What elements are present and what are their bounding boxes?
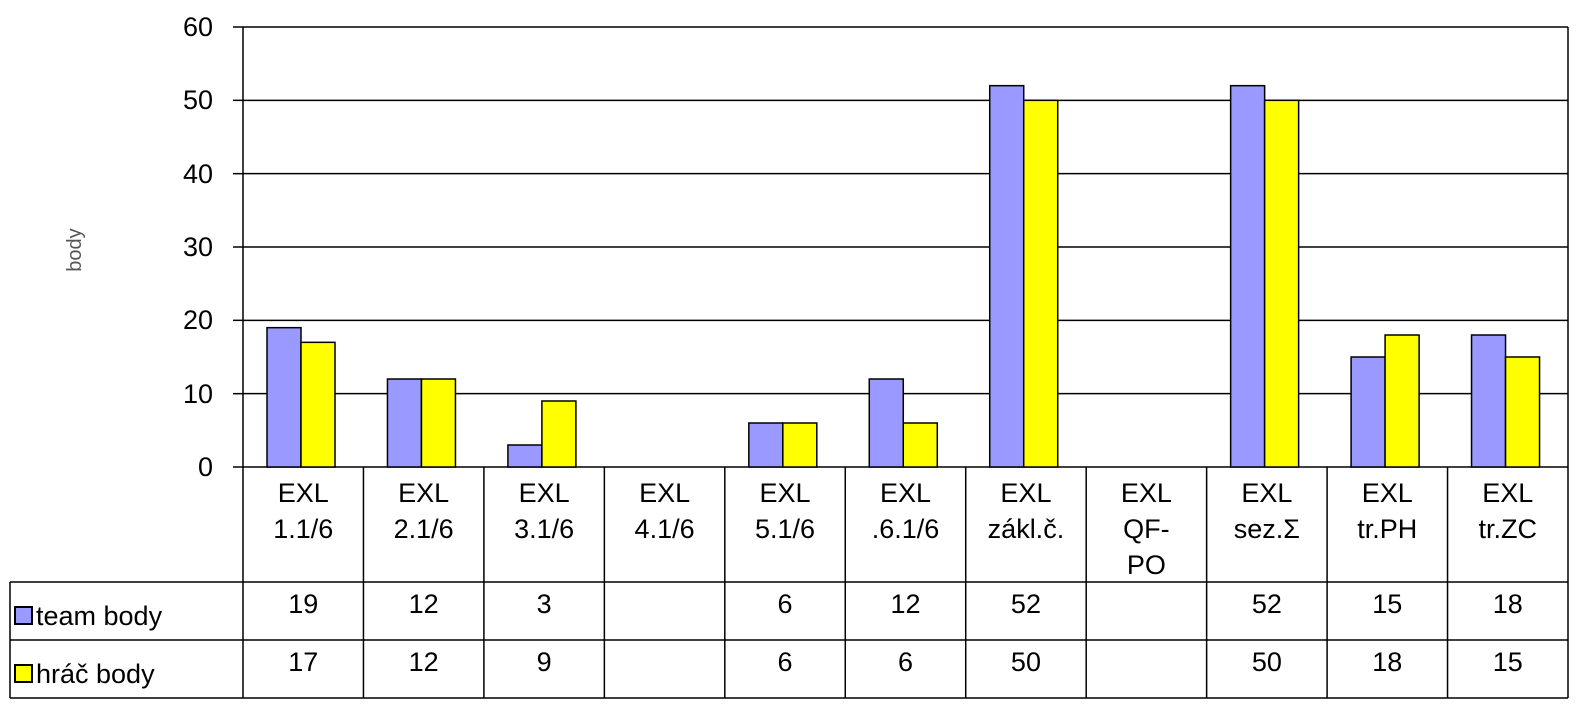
y-tick-label: 20: [182, 305, 213, 336]
x-tick-label: EXL .6.1/6: [871, 478, 940, 544]
table-value: 3: [536, 589, 552, 619]
x-tick-label: EXL 4.1/6: [634, 478, 695, 544]
table-value: 50: [1010, 647, 1041, 677]
bar: [1022, 99, 1059, 468]
bar: [782, 422, 818, 468]
table-value: 15: [1372, 589, 1403, 619]
bar: [420, 378, 457, 468]
legend-swatch: [14, 664, 33, 683]
table-value: 17: [288, 647, 319, 677]
table-value: 52: [1251, 589, 1282, 619]
legend-label: team body: [36, 601, 163, 631]
bar: [266, 326, 302, 468]
y-tick-label: 10: [182, 378, 213, 409]
y-tick-label: 40: [182, 158, 213, 189]
x-tick-label: EXL tr.ZC: [1478, 478, 1538, 544]
bar: [868, 378, 905, 468]
table-value: 12: [408, 589, 439, 619]
bar: [300, 341, 336, 468]
table-value: 6: [777, 647, 793, 677]
bar: [1504, 356, 1541, 468]
x-tick-label: EXL QF- PO: [1120, 478, 1172, 580]
table-value: 18: [1372, 647, 1403, 677]
table-value: 12: [890, 589, 921, 619]
y-tick-label: 50: [182, 85, 213, 116]
y-tick-label: 60: [182, 12, 213, 42]
bar: [1350, 356, 1386, 468]
table-value: 6: [777, 589, 793, 619]
y-axis-label: body: [64, 228, 86, 272]
x-tick-label: EXL tr.PH: [1357, 478, 1418, 544]
x-tick-label: EXL zákl.č.: [987, 478, 1065, 544]
x-tick-label: EXL 1.1/6: [273, 478, 334, 544]
bar: [988, 84, 1025, 468]
x-tick-label: EXL 2.1/6: [393, 478, 454, 544]
legend-label: hráč body: [36, 659, 155, 689]
bar: [902, 422, 939, 468]
table-value: 6: [897, 647, 913, 677]
table-value: 52: [1010, 589, 1041, 619]
x-tick-label: EXL 3.1/6: [514, 478, 575, 544]
bar: [1384, 334, 1420, 468]
bar: [386, 378, 423, 468]
legend-swatch: [14, 606, 33, 625]
table-value: 9: [536, 647, 552, 677]
bar: [507, 444, 543, 468]
bar: [1229, 84, 1266, 468]
x-tick-label: EXL sez.Σ: [1233, 478, 1300, 544]
bar: [748, 422, 784, 468]
table-value: 19: [288, 589, 319, 619]
x-tick-label: EXL 5.1/6: [755, 478, 816, 544]
bar: [541, 400, 577, 468]
bar: [1470, 334, 1507, 468]
table-value: 15: [1492, 647, 1523, 677]
y-tick-label: 0: [197, 452, 213, 482]
bar: [1263, 99, 1300, 468]
y-tick-label: 30: [182, 232, 213, 262]
table-value: 18: [1492, 589, 1523, 619]
table-value: 50: [1251, 647, 1282, 677]
table-value: 12: [408, 647, 439, 677]
